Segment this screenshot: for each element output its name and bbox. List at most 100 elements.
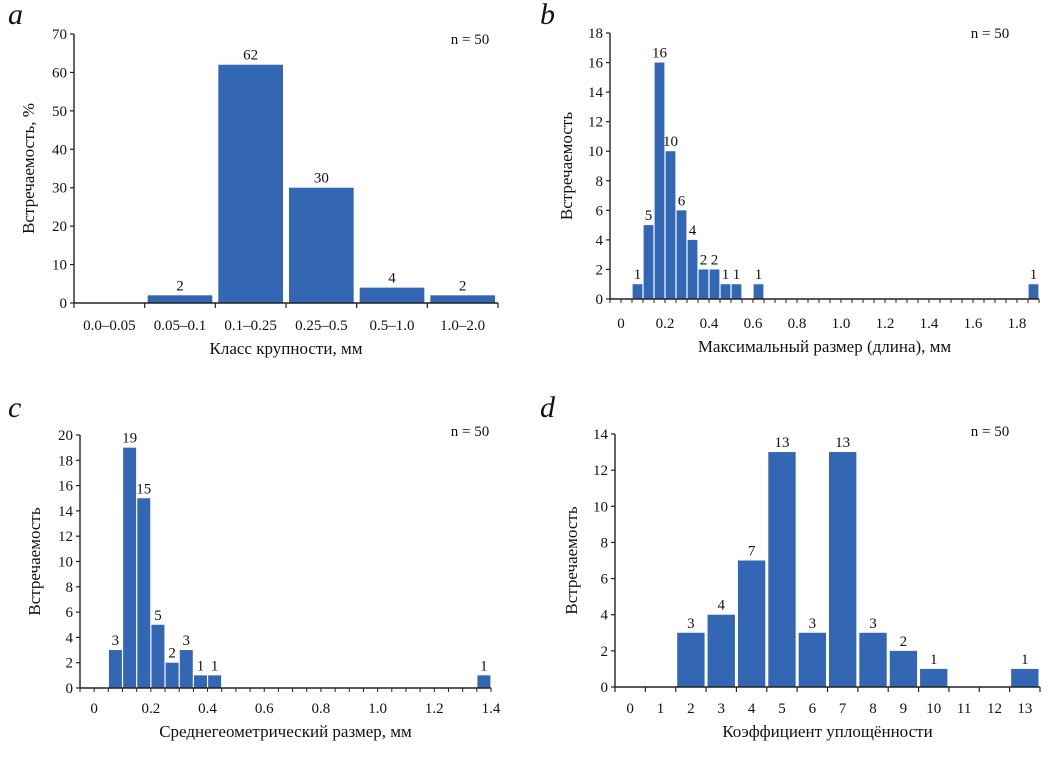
bar [289,187,354,303]
data-label: 6 [678,193,686,209]
data-label: 3 [869,616,877,632]
x-tick-label: 0.2 [141,701,160,717]
y-tick-label: 16 [58,479,74,495]
x-tick-label: 0.1–0.25 [224,318,277,334]
bar [859,632,887,687]
x-tick-label: 3 [718,701,726,717]
y-tick-label: 40 [52,142,67,158]
x-tick-label: 0.4 [198,701,217,717]
bar [698,269,709,299]
x-tick-label: 2 [687,701,695,717]
bar [677,632,705,687]
bar [147,295,213,303]
bar [208,675,222,688]
x-tick-label: 0 [90,701,98,717]
y-tick-label: 0 [60,296,68,312]
y-tick-label: 2 [601,644,609,660]
x-tick-label: 13 [1017,701,1032,717]
data-label: 19 [122,431,137,447]
bar [687,239,698,299]
sample-size-note: n = 50 [971,26,1009,42]
bar [218,64,283,303]
data-label: 5 [645,208,653,224]
x-tick-label: 5 [778,701,786,717]
data-label: 13 [774,435,789,451]
x-tick-label: 0.5–1.0 [370,318,415,334]
y-tick-label: 10 [593,499,608,515]
bar [768,452,796,687]
data-label: 1 [197,658,205,674]
data-label: 16 [652,46,668,62]
y-tick-label: 12 [58,529,73,545]
y-tick-label: 20 [52,219,67,235]
y-tick-label: 14 [593,427,609,443]
y-tick-label: 8 [601,535,609,551]
bar [108,650,122,688]
x-axis-title: Класс крупности, мм [210,339,363,358]
sample-size-note: n = 50 [451,424,489,440]
x-tick-label: 0.8 [312,701,331,717]
x-axis-title: Коэффициент уплощённости [722,722,932,741]
x-tick-label: 1 [657,701,665,717]
x-tick-label: 0 [617,316,625,332]
x-axis-title: Максимальный размер (длина), мм [698,337,952,356]
bar [430,295,495,303]
data-label: 4 [718,598,726,614]
bar [123,447,137,688]
y-axis-title: Встречаемость [557,112,576,220]
data-label: 3 [809,616,817,632]
data-label: 2 [176,278,184,294]
data-label: 5 [154,608,162,624]
bar [709,269,720,299]
y-tick-label: 0 [601,680,609,696]
bar [920,668,948,687]
bar [665,151,676,299]
bar [193,675,207,688]
x-tick-label: 11 [957,701,971,717]
data-label: 2 [459,278,467,294]
bar [737,560,766,687]
data-label: 1 [634,267,642,283]
bar [720,284,731,299]
x-tick-label: 0.25–0.5 [295,318,348,334]
panel-letter: a [8,0,23,31]
bar [654,62,665,299]
y-tick-label: 12 [588,115,603,131]
data-label: 2 [711,252,719,268]
data-label: 1 [1021,652,1029,668]
bar [889,650,918,687]
x-tick-label: 10 [926,701,941,717]
bar [477,675,491,688]
y-tick-label: 2 [596,262,604,278]
bar [753,284,764,299]
panel-letter: d [540,391,556,424]
y-tick-label: 10 [58,555,73,571]
data-label: 3 [112,633,120,649]
data-label: 2 [168,646,176,662]
data-label: 1 [1030,267,1038,283]
y-tick-label: 30 [52,181,67,197]
y-tick-label: 6 [596,203,604,219]
x-tick-label: 0.0–0.05 [83,318,136,334]
y-tick-label: 50 [52,104,67,120]
y-axis-title: Встречаемость [25,507,44,615]
y-tick-label: 14 [58,504,74,520]
bar [151,624,165,688]
x-tick-label: 1.2 [425,701,444,717]
y-axis-title: Встречаемость, % [19,103,38,234]
data-label: 62 [243,48,258,64]
data-label: 7 [748,544,756,560]
data-label: 15 [136,481,151,497]
chart-panel-b: bn = 500 0.2 0.4 0.6 0.8 1.0 1.2 1.4 1.6 1.815161… [540,0,1040,356]
bar [676,210,687,299]
panel-letter: b [540,0,555,31]
bar [1028,284,1039,299]
data-label: 10 [663,134,678,150]
y-tick-label: 0 [66,681,74,697]
x-tick-label: 0.8 [788,316,807,332]
bar [137,498,151,688]
x-tick-label: 0 [626,701,634,717]
data-label: 1 [733,267,741,283]
y-tick-label: 6 [66,605,74,621]
y-tick-label: 16 [588,56,604,72]
